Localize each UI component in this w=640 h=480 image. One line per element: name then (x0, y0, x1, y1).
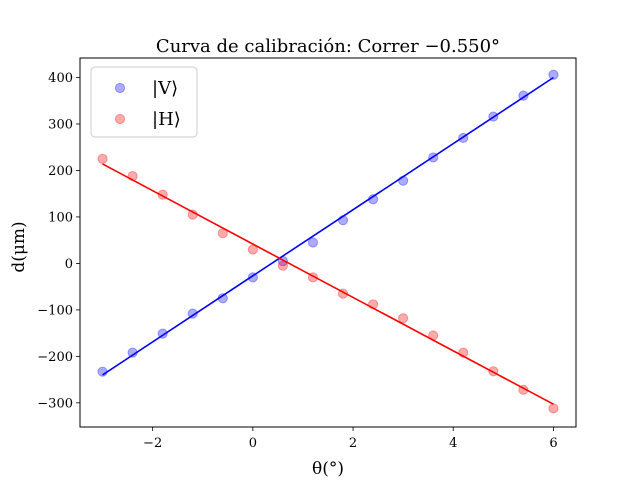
x-tick-label: −2 (143, 436, 162, 451)
axes: −2 0 2 4 6 −300 −200 −100 0 100 200 300 400 (37, 57, 577, 451)
x-tick-label: 2 (349, 436, 357, 451)
y-tick-label: −200 (37, 350, 73, 365)
data-point (97, 153, 108, 164)
y-tick-label: 0 (65, 257, 73, 272)
x-tick-label: 0 (249, 436, 257, 451)
y-tick-label: 100 (48, 210, 73, 225)
data-point (307, 237, 319, 248)
data-point (548, 403, 559, 414)
y-tick-label: −100 (37, 303, 73, 318)
data-point (398, 313, 409, 324)
legend-label: |H⟩ (152, 109, 181, 130)
legend: |V⟩ |H⟩ (90, 66, 198, 138)
plot-area (97, 69, 559, 414)
plot-frame (79, 57, 577, 428)
fit-line (102, 163, 554, 405)
x-tick-label: 6 (549, 436, 557, 451)
y-tick-label: 300 (48, 117, 73, 132)
data-point (548, 69, 559, 80)
x-axis-label: θ(°) (312, 459, 344, 479)
chart-title: Curva de calibración: Correr −0.550° (156, 36, 500, 57)
y-tick-label: −300 (37, 396, 73, 411)
legend-label: |V⟩ (152, 78, 178, 99)
fit-line (102, 76, 554, 376)
legend-box (90, 66, 198, 138)
series-0 (97, 69, 559, 377)
data-point (187, 308, 198, 319)
x-tick-label: 4 (449, 436, 457, 451)
legend-marker (114, 113, 126, 125)
y-tick-label: 200 (48, 164, 73, 179)
y-tick-label: 400 (48, 71, 73, 86)
y-axis-label: d(μm) (9, 221, 29, 272)
data-point (277, 260, 289, 271)
series-1 (97, 153, 559, 414)
legend-marker (114, 82, 126, 94)
